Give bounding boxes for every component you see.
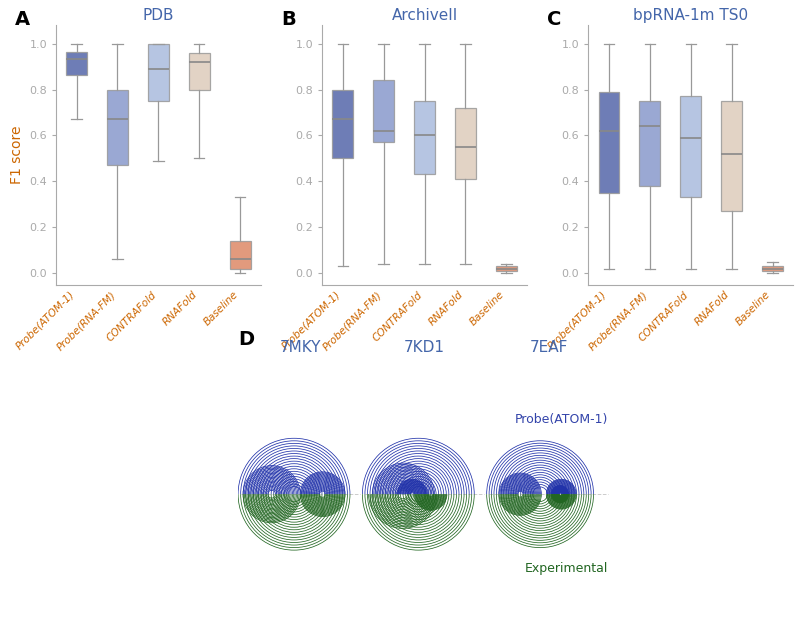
Text: Probe(ATOM-1): Probe(ATOM-1) [515,413,609,426]
PathPatch shape [332,90,353,158]
PathPatch shape [598,91,619,193]
PathPatch shape [455,108,476,179]
PathPatch shape [414,101,435,174]
Title: ArchiveII: ArchiveII [392,8,457,23]
PathPatch shape [763,266,783,271]
PathPatch shape [107,90,127,165]
Text: A: A [15,9,30,28]
Text: 7KD1: 7KD1 [404,340,445,355]
Text: C: C [547,9,562,28]
Text: 7EAF: 7EAF [529,340,568,355]
PathPatch shape [148,44,169,101]
PathPatch shape [189,53,210,90]
PathPatch shape [639,101,660,186]
PathPatch shape [680,97,701,198]
Text: B: B [281,9,296,28]
PathPatch shape [373,80,394,143]
PathPatch shape [66,52,87,74]
Title: PDB: PDB [143,8,174,23]
PathPatch shape [230,241,251,269]
PathPatch shape [496,266,517,271]
Y-axis label: F1 score: F1 score [10,126,24,184]
Text: Experimental: Experimental [525,562,609,575]
PathPatch shape [722,101,742,211]
Text: D: D [239,330,255,349]
Text: 7MKY: 7MKY [280,340,321,355]
Title: bpRNA-1m TS0: bpRNA-1m TS0 [633,8,748,23]
